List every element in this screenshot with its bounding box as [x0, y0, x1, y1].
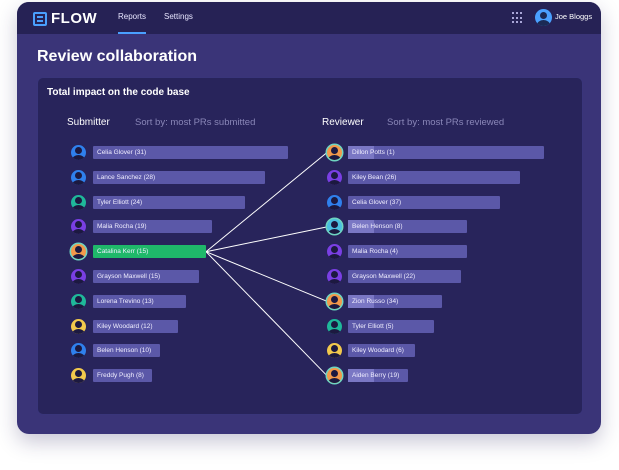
- submitter-bar[interactable]: Lance Sanchez (28): [93, 171, 265, 184]
- submitter-label: Tyler Elliott (24): [97, 199, 143, 206]
- reviewer-label: Grayson Maxwell (22): [352, 273, 416, 280]
- reviewer-avatar: [327, 368, 342, 383]
- reviewer-bar[interactable]: Dillon Potts (1): [348, 146, 544, 159]
- submitter-bar[interactable]: Tyler Elliott (24): [93, 196, 245, 209]
- reviewer-label: Aiden Berry (19): [352, 372, 400, 379]
- reviewer-label: Dillon Potts (1): [352, 149, 395, 156]
- submitter-bar[interactable]: Freddy Pugh (8): [93, 369, 152, 382]
- reviewer-bar[interactable]: Grayson Maxwell (22): [348, 270, 461, 283]
- submitter-label: Freddy Pugh (8): [97, 372, 144, 379]
- submitter-avatar: [71, 294, 86, 309]
- submitter-avatar: [71, 170, 86, 185]
- reviewer-bar[interactable]: Aiden Berry (19): [348, 369, 408, 382]
- reviewer-label: Tyler Elliott (5): [352, 323, 394, 330]
- submitter-avatar: [71, 195, 86, 210]
- submitter-bar[interactable]: Celia Glover (31): [93, 146, 288, 159]
- reviewer-label: Belen Henson (8): [352, 223, 403, 230]
- submitter-label: Malia Rocha (19): [97, 223, 147, 230]
- submitter-bar[interactable]: Kiley Woodard (12): [93, 320, 178, 333]
- logo[interactable]: FLOW: [33, 10, 97, 27]
- submitter-label: Lorena Trevino (13): [97, 298, 154, 305]
- panel-title: Total impact on the code base: [47, 87, 190, 98]
- reviewer-avatar: [327, 195, 342, 210]
- apps-grid-icon[interactable]: [512, 12, 524, 24]
- top-bar: FLOW Reports Settings Joe Bloggs: [17, 2, 601, 34]
- reviewer-avatar: [327, 244, 342, 259]
- reviewer-avatar: [327, 269, 342, 284]
- reviewer-avatar: [327, 294, 342, 309]
- reviewer-avatar: [327, 319, 342, 334]
- logo-icon: [33, 11, 47, 26]
- user-name[interactable]: Joe Bloggs: [555, 12, 593, 21]
- reviewer-label: Kiley Bean (26): [352, 174, 397, 181]
- submitter-bar[interactable]: Lorena Trevino (13): [93, 295, 186, 308]
- submitter-bar[interactable]: Grayson Maxwell (15): [93, 270, 199, 283]
- submitter-bar[interactable]: Malia Rocha (19): [93, 220, 212, 233]
- reviewer-label: Zion Russo (34): [352, 298, 399, 305]
- submitter-sort-label[interactable]: Sort by: most PRs submitted: [135, 117, 256, 128]
- reviewer-label: Malia Rocha (4): [352, 248, 398, 255]
- logo-text: FLOW: [51, 10, 98, 27]
- tab-reports[interactable]: Reports: [118, 2, 147, 34]
- reviewer-avatar: [327, 145, 342, 160]
- reviewer-bar[interactable]: Celia Glover (37): [348, 196, 500, 209]
- reviewer-avatar: [327, 343, 342, 358]
- submitter-avatar: [71, 145, 86, 160]
- reviewer-bar[interactable]: Zion Russo (34): [348, 295, 442, 308]
- submitter-heading: Submitter: [67, 117, 110, 128]
- reviewer-bar[interactable]: Belen Henson (8): [348, 220, 467, 233]
- submitter-avatar: [71, 269, 86, 284]
- submitter-label: Lance Sanchez (28): [97, 174, 156, 181]
- submitter-bar[interactable]: Catalina Kerr (15): [93, 245, 206, 258]
- reviewer-sort-label[interactable]: Sort by: most PRs reviewed: [387, 117, 505, 128]
- user-avatar[interactable]: [535, 9, 552, 26]
- submitter-avatar: [71, 319, 86, 334]
- reviewer-bar[interactable]: Kiley Bean (26): [348, 171, 520, 184]
- tab-settings[interactable]: Settings: [164, 12, 193, 21]
- reviewer-bar[interactable]: Kiley Woodard (6): [348, 344, 415, 357]
- submitter-label: Grayson Maxwell (15): [97, 273, 161, 280]
- submitter-label: Kiley Woodard (12): [97, 323, 153, 330]
- submitter-avatar: [71, 219, 86, 234]
- reviewer-avatar: [327, 219, 342, 234]
- page-title: Review collaboration: [37, 48, 198, 65]
- submitter-label: Belen Henson (10): [97, 347, 152, 354]
- submitter-avatar: [71, 244, 86, 259]
- submitter-label: Catalina Kerr (15): [97, 248, 149, 255]
- reviewer-bar[interactable]: Tyler Elliott (5): [348, 320, 434, 333]
- reviewer-avatar: [327, 170, 342, 185]
- submitter-avatar: [71, 343, 86, 358]
- submitter-bar[interactable]: Belen Henson (10): [93, 344, 160, 357]
- submitter-label: Celia Glover (31): [97, 149, 147, 156]
- reviewer-label: Celia Glover (37): [352, 199, 402, 206]
- reviewer-label: Kiley Woodard (6): [352, 347, 404, 354]
- reviewer-heading: Reviewer: [322, 117, 364, 128]
- reviewer-bar[interactable]: Malia Rocha (4): [348, 245, 467, 258]
- submitter-avatar: [71, 368, 86, 383]
